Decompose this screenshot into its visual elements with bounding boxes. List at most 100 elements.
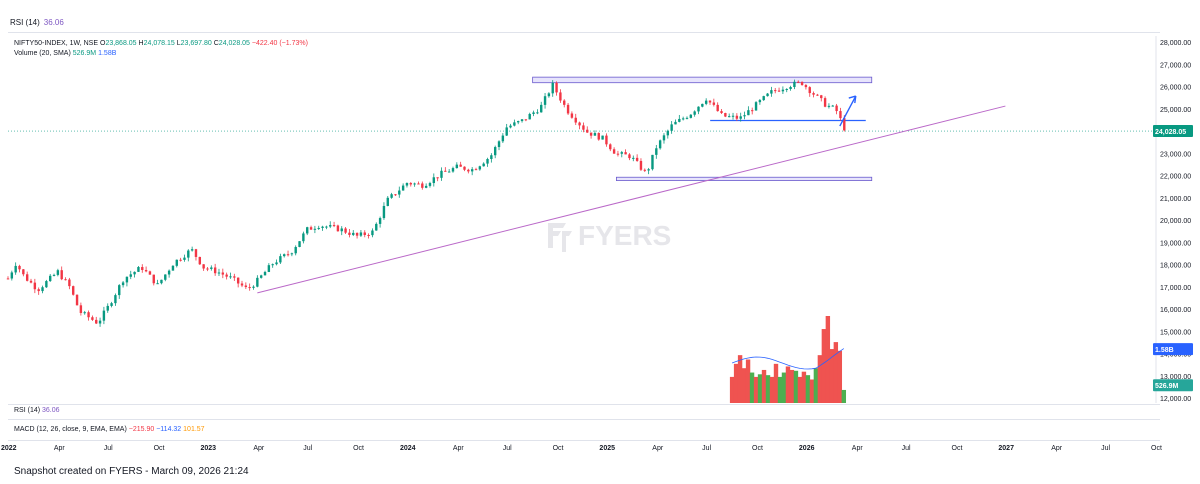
candle[interactable] xyxy=(41,287,44,292)
pane-separator[interactable] xyxy=(8,419,1160,420)
candle[interactable] xyxy=(804,85,808,88)
candle[interactable] xyxy=(643,169,646,171)
candle[interactable] xyxy=(662,135,666,141)
candle[interactable] xyxy=(355,232,359,236)
candle[interactable] xyxy=(382,205,386,219)
candle[interactable] xyxy=(156,283,159,285)
volume-bar[interactable] xyxy=(781,372,787,403)
candle[interactable] xyxy=(620,152,623,154)
candle[interactable] xyxy=(459,164,462,167)
candle[interactable] xyxy=(432,177,436,184)
candle[interactable] xyxy=(467,169,470,172)
candle[interactable] xyxy=(547,93,551,97)
candle[interactable] xyxy=(632,157,635,159)
macd-pane-legend[interactable]: MACD (12, 26, close, 9, EMA, EMA) −215.9… xyxy=(14,426,205,433)
candle[interactable] xyxy=(624,152,627,155)
candle[interactable] xyxy=(114,295,117,304)
candle[interactable] xyxy=(563,100,566,105)
candle[interactable] xyxy=(336,225,340,232)
candle[interactable] xyxy=(493,147,497,156)
candle[interactable] xyxy=(731,115,735,117)
candle[interactable] xyxy=(79,305,83,313)
volume-bar[interactable] xyxy=(817,355,823,403)
volume-bar[interactable] xyxy=(733,363,739,403)
candle[interactable] xyxy=(774,90,777,92)
candle[interactable] xyxy=(482,163,485,167)
candle[interactable] xyxy=(739,116,742,119)
candle[interactable] xyxy=(325,226,328,228)
candle[interactable] xyxy=(566,104,570,114)
candle[interactable] xyxy=(302,233,305,242)
candle[interactable] xyxy=(33,282,37,290)
candle[interactable] xyxy=(367,234,370,236)
candle[interactable] xyxy=(179,259,182,261)
candle[interactable] xyxy=(321,226,324,228)
volume-bar[interactable] xyxy=(777,376,783,403)
pane-separator[interactable] xyxy=(8,32,1160,33)
candle[interactable] xyxy=(543,96,547,105)
candle[interactable] xyxy=(628,154,631,159)
projection-arrow[interactable] xyxy=(839,95,857,127)
candle[interactable] xyxy=(517,121,520,123)
candle[interactable] xyxy=(816,94,819,96)
volume-bar[interactable] xyxy=(765,375,771,403)
candle[interactable] xyxy=(252,286,255,288)
candle[interactable] xyxy=(616,153,620,155)
candle[interactable] xyxy=(375,223,378,231)
candle[interactable] xyxy=(743,115,746,117)
candle[interactable] xyxy=(110,303,113,306)
candle[interactable] xyxy=(758,100,762,103)
rsi-pane-legend[interactable]: RSI (14) 36.06 xyxy=(14,407,60,414)
candle[interactable] xyxy=(267,265,271,272)
candle[interactable] xyxy=(18,265,21,270)
candle[interactable] xyxy=(344,228,347,233)
candle[interactable] xyxy=(6,278,10,280)
candle[interactable] xyxy=(612,149,616,154)
volume-bar[interactable] xyxy=(829,349,835,403)
candle[interactable] xyxy=(793,81,796,88)
candle[interactable] xyxy=(83,312,86,314)
volume-legend[interactable]: Volume (20, SMA) 526.9M 1.58B xyxy=(14,50,116,57)
volume-bar[interactable] xyxy=(801,371,807,403)
candle[interactable] xyxy=(470,169,474,172)
candle[interactable] xyxy=(570,113,574,118)
candle[interactable] xyxy=(29,280,33,283)
candle[interactable] xyxy=(509,125,512,128)
candle[interactable] xyxy=(666,130,670,136)
candle[interactable] xyxy=(463,166,466,170)
candle[interactable] xyxy=(190,249,194,251)
candle[interactable] xyxy=(708,100,712,103)
candle[interactable] xyxy=(37,289,40,292)
candle[interactable] xyxy=(704,100,708,104)
candle[interactable] xyxy=(202,264,205,269)
candle[interactable] xyxy=(348,232,351,235)
volume-bar[interactable] xyxy=(797,376,803,403)
candle[interactable] xyxy=(635,157,639,161)
candle[interactable] xyxy=(440,170,443,178)
candle[interactable] xyxy=(118,285,121,296)
candle[interactable] xyxy=(206,268,209,270)
candle[interactable] xyxy=(474,169,478,171)
candle[interactable] xyxy=(340,228,343,232)
candle[interactable] xyxy=(424,185,428,188)
candle[interactable] xyxy=(497,141,501,148)
candle[interactable] xyxy=(766,93,769,97)
volume-bar[interactable] xyxy=(729,376,735,403)
candle[interactable] xyxy=(762,96,765,101)
candle[interactable] xyxy=(175,259,178,266)
volume-bar[interactable] xyxy=(769,376,775,403)
candle[interactable] xyxy=(444,170,447,172)
candle[interactable] xyxy=(513,122,516,126)
candle[interactable] xyxy=(724,113,727,117)
candle[interactable] xyxy=(363,232,366,235)
candle[interactable] xyxy=(48,275,52,282)
candle[interactable] xyxy=(589,132,593,136)
candle[interactable] xyxy=(751,110,754,112)
candle[interactable] xyxy=(233,276,236,278)
candle[interactable] xyxy=(290,253,294,255)
volume-bar[interactable] xyxy=(753,376,759,403)
candle[interactable] xyxy=(528,113,531,120)
candle[interactable] xyxy=(651,154,654,170)
candle[interactable] xyxy=(217,272,221,274)
volume-bar[interactable] xyxy=(825,316,831,403)
